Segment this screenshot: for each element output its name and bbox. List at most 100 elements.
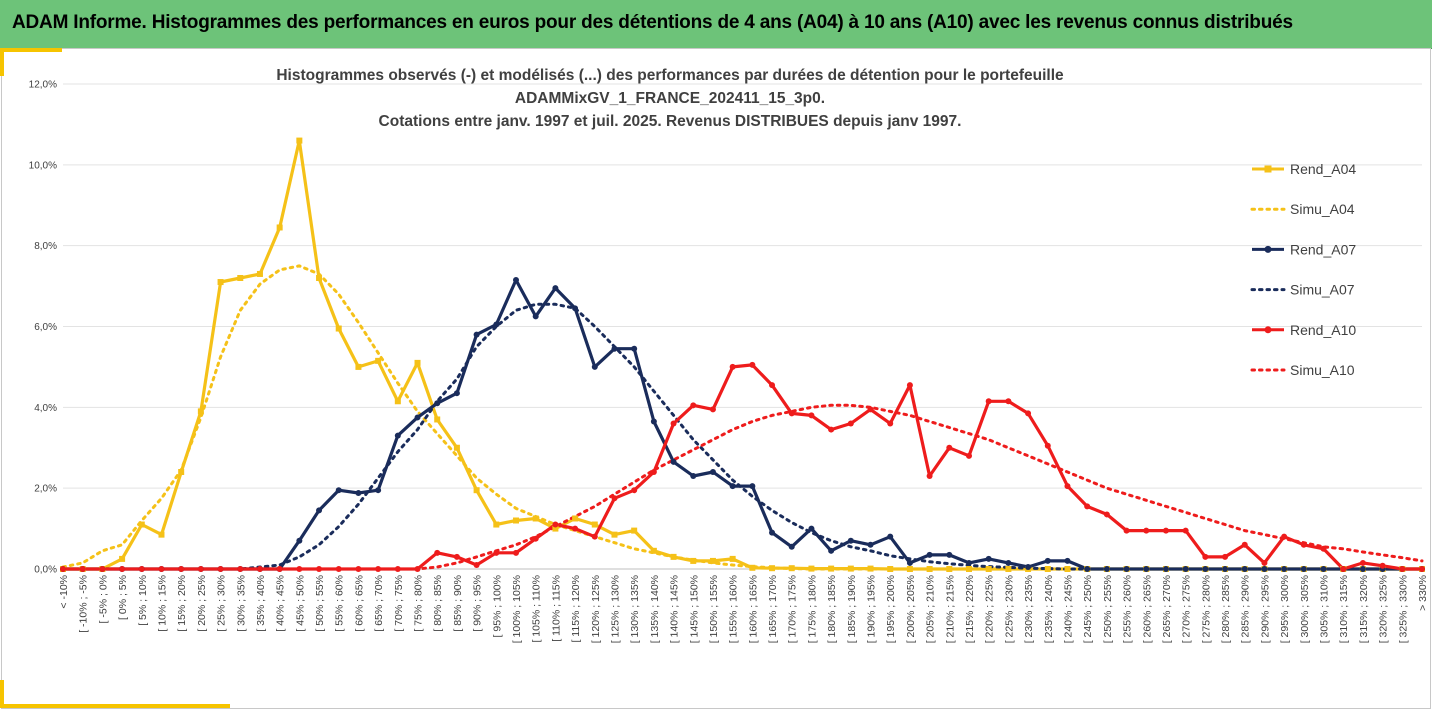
data-point bbox=[316, 566, 323, 572]
data-point bbox=[119, 566, 126, 572]
data-point bbox=[158, 566, 165, 572]
data-point bbox=[670, 420, 677, 427]
data-point bbox=[946, 551, 953, 558]
data-point bbox=[966, 566, 972, 572]
x-tick-label: < -10% bbox=[58, 575, 70, 609]
data-point bbox=[1222, 566, 1229, 572]
x-tick-label: [ 315% ; 320% bbox=[1358, 575, 1370, 643]
data-point bbox=[709, 469, 716, 475]
x-tick-label: [ 45% ; 50% bbox=[294, 575, 306, 632]
data-point bbox=[178, 469, 185, 475]
x-tick-label: [ 20% ; 25% bbox=[196, 575, 208, 632]
data-point bbox=[591, 363, 598, 370]
data-point bbox=[1103, 566, 1110, 572]
data-point bbox=[906, 566, 913, 572]
data-point bbox=[1320, 545, 1327, 552]
data-point bbox=[1044, 557, 1051, 564]
chart-frame bbox=[1, 48, 1431, 709]
y-tick-label: 6,0% bbox=[34, 322, 57, 333]
data-point bbox=[375, 487, 382, 494]
data-point bbox=[828, 547, 835, 554]
accent-bar-top bbox=[0, 48, 62, 52]
data-point bbox=[1162, 566, 1169, 572]
legend-label-rend_a04: Rend_A04 bbox=[1290, 161, 1356, 177]
x-tick-label: [ 240% ; 245% bbox=[1062, 575, 1074, 643]
chart-title-line-3: Cotations entre janv. 1997 et juil. 2025… bbox=[378, 113, 962, 130]
data-point bbox=[394, 398, 401, 405]
data-point bbox=[867, 406, 874, 413]
x-tick-label: [ 100% ; 105% bbox=[511, 575, 523, 643]
x-tick-label: [ 295% ; 300% bbox=[1279, 575, 1291, 643]
data-point bbox=[847, 420, 854, 427]
data-point bbox=[1202, 553, 1209, 560]
data-point bbox=[690, 473, 697, 480]
legend-label-rend_a10: Rend_A10 bbox=[1290, 322, 1356, 338]
series-line-simu_a10 bbox=[61, 403, 1424, 571]
x-tick-label: [ 215% ; 220% bbox=[964, 575, 976, 643]
data-point bbox=[631, 527, 638, 534]
data-point bbox=[808, 525, 815, 532]
accent-bar-left bbox=[0, 48, 4, 76]
legend-label-simu_a04: Simu_A04 bbox=[1290, 201, 1355, 217]
x-tick-label: [ 170% ; 175% bbox=[787, 575, 799, 643]
data-point bbox=[1182, 527, 1189, 534]
x-tick-label: [ 140% ; 145% bbox=[669, 575, 681, 643]
y-tick-label: 10,0% bbox=[29, 160, 57, 171]
x-tick-label: [ 255% ; 260% bbox=[1122, 575, 1134, 643]
data-point bbox=[946, 444, 953, 451]
data-point bbox=[119, 555, 126, 562]
y-tick-label: 2,0% bbox=[34, 484, 57, 495]
x-tick-label: > 330% bbox=[1417, 575, 1429, 611]
data-point bbox=[256, 270, 263, 277]
data-point bbox=[926, 473, 933, 480]
data-point bbox=[375, 357, 382, 364]
data-point bbox=[887, 566, 894, 572]
data-point bbox=[355, 566, 362, 572]
x-tick-label: [ 180% ; 185% bbox=[826, 575, 838, 643]
x-tick-label: [ 105% ; 110% bbox=[531, 575, 543, 643]
x-tick-label: [ 40% ; 45% bbox=[275, 575, 287, 632]
x-tick-label: [ 195% ; 200% bbox=[885, 575, 897, 643]
x-tick-label: [ 60% ; 65% bbox=[353, 575, 365, 632]
data-point bbox=[709, 557, 716, 564]
x-tick-label: [ 270% ; 275% bbox=[1181, 575, 1193, 643]
x-tick-label: [ 55% ; 60% bbox=[334, 575, 346, 632]
data-point bbox=[670, 553, 677, 560]
data-point bbox=[1005, 559, 1012, 566]
x-tick-label: [ 310% ; 315% bbox=[1338, 575, 1350, 643]
data-point bbox=[769, 565, 776, 572]
x-tick-label: [ 225% ; 230% bbox=[1003, 575, 1015, 643]
data-point bbox=[591, 533, 598, 540]
data-point bbox=[493, 549, 500, 556]
x-tick-label: [ 280% ; 285% bbox=[1220, 575, 1232, 643]
x-tick-label: [ 25% ; 30% bbox=[216, 575, 228, 632]
data-point bbox=[572, 525, 579, 532]
data-point bbox=[276, 566, 283, 572]
x-tick-label: [ 220% ; 225% bbox=[984, 575, 996, 643]
x-tick-label: [ 85% ; 90% bbox=[452, 575, 464, 632]
data-point bbox=[788, 543, 795, 550]
x-tick-label: [ 10% ; 15% bbox=[156, 575, 168, 632]
data-point bbox=[966, 452, 972, 459]
data-point bbox=[513, 517, 519, 524]
data-point bbox=[572, 515, 579, 522]
data-point bbox=[887, 533, 894, 540]
x-tick-label: [ 165% ; 170% bbox=[767, 575, 779, 643]
data-point bbox=[178, 566, 185, 572]
data-point bbox=[237, 275, 244, 281]
data-point bbox=[60, 566, 66, 572]
data-point bbox=[1123, 566, 1130, 572]
data-point bbox=[473, 487, 480, 494]
data-point bbox=[99, 566, 106, 572]
legend-label-simu_a10: Simu_A10 bbox=[1290, 362, 1355, 378]
x-tick-label: [ 205% ; 210% bbox=[925, 575, 937, 643]
data-point bbox=[434, 400, 441, 407]
data-point bbox=[985, 555, 992, 562]
x-tick-label: [ 300% ; 305% bbox=[1299, 575, 1311, 643]
data-point bbox=[1222, 553, 1229, 560]
data-point bbox=[296, 537, 303, 544]
data-point bbox=[1320, 566, 1327, 572]
x-tick-label: [ 155% ; 160% bbox=[728, 575, 740, 643]
data-point bbox=[355, 490, 362, 497]
